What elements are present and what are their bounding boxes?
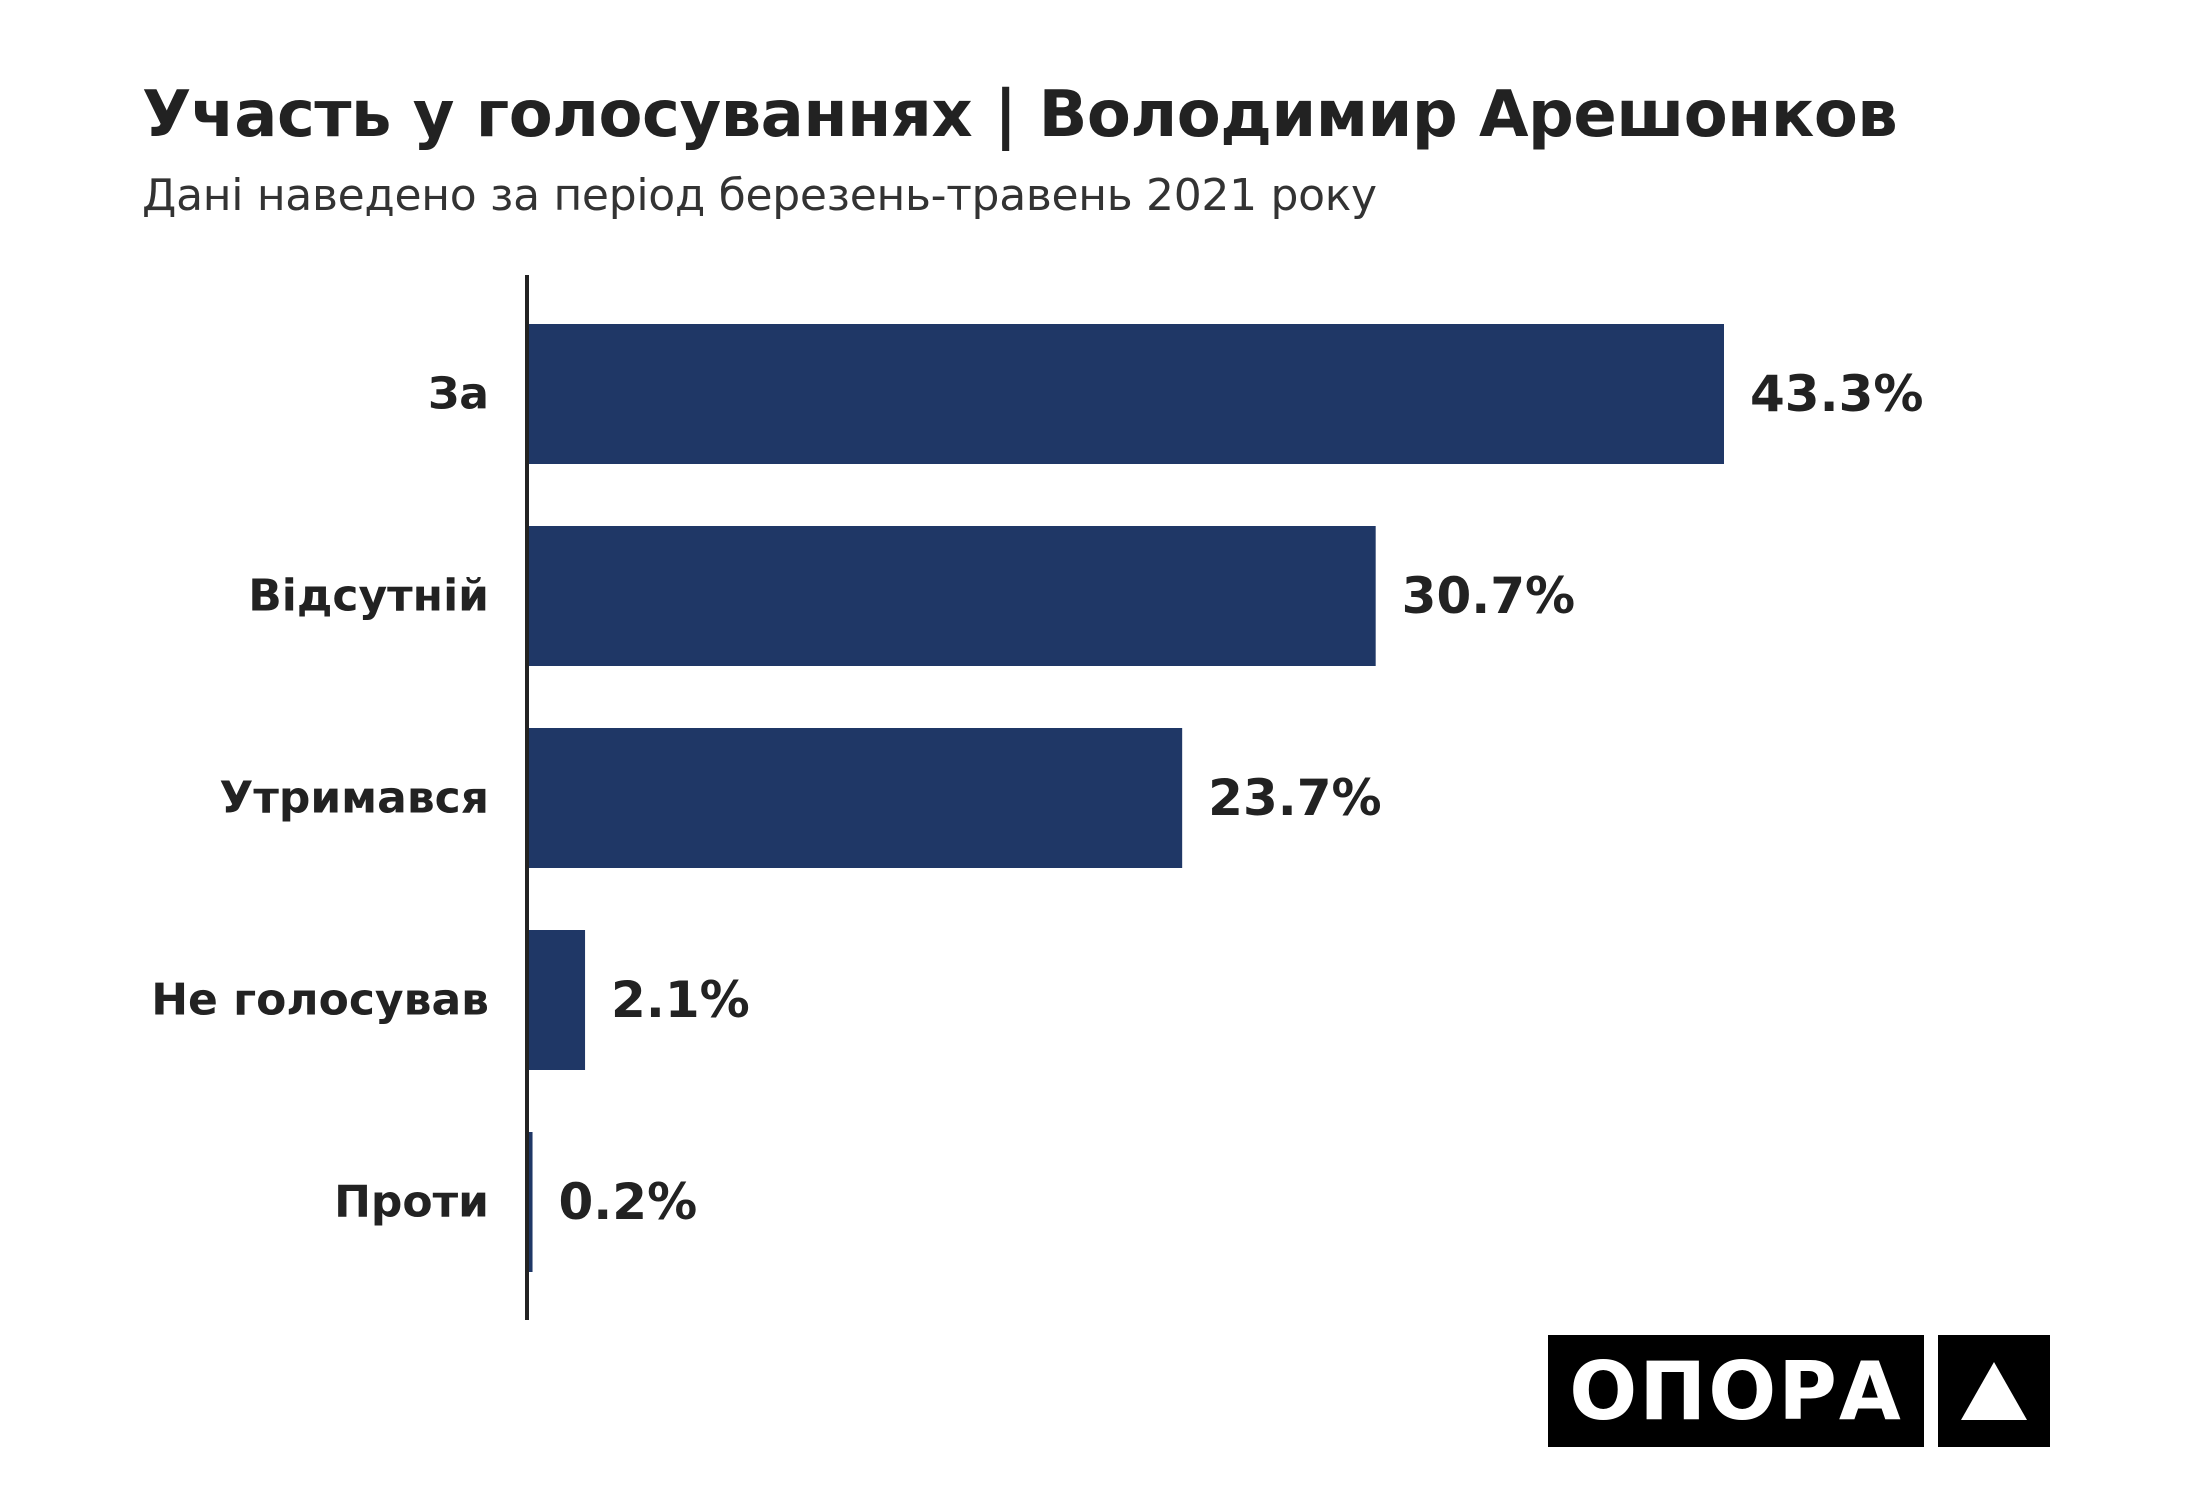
chart-subtitle: Дані наведено за період березень-травень… [142, 170, 1377, 221]
bar-2 [527, 728, 1183, 868]
value-label: 23.7% [1208, 769, 1381, 827]
bar-4 [527, 1132, 533, 1272]
category-label: Проти [334, 1177, 489, 1228]
value-label: 2.1% [611, 971, 750, 1029]
bar-3 [527, 930, 586, 1070]
bar-1 [527, 526, 1376, 666]
category-label: За [428, 369, 489, 420]
bars-layer: За 43.3% Відсутній 30.7% Утримався 23.7% Не го… [151, 324, 1923, 1272]
opora-logo-text: ОПОРА [1548, 1335, 1924, 1447]
chart-title: Участь у голосуваннях | Володимир Арешон… [142, 78, 1898, 152]
category-label: Не голосував [151, 975, 489, 1026]
value-label: 0.2% [559, 1173, 698, 1231]
opora-logo-mark [1938, 1335, 2050, 1447]
value-label: 43.3% [1750, 365, 1923, 423]
value-label: 30.7% [1402, 567, 1575, 625]
category-label: Відсутній [248, 571, 489, 622]
triangle-icon [1961, 1362, 2027, 1420]
category-label: Утримався [219, 773, 489, 824]
bar-0 [527, 324, 1724, 464]
